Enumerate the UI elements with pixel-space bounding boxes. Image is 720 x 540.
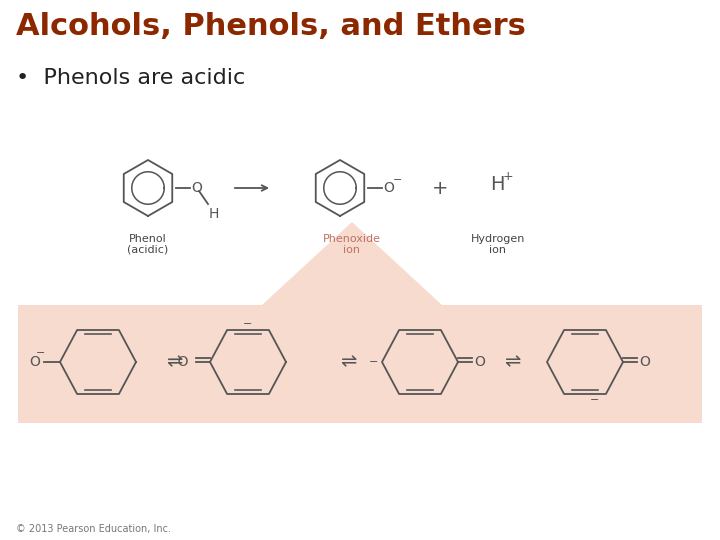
Text: ion: ion (343, 245, 361, 255)
Text: +: + (432, 179, 449, 198)
Text: Alcohols, Phenols, and Ethers: Alcohols, Phenols, and Ethers (16, 12, 526, 41)
Text: (acidic): (acidic) (127, 245, 168, 255)
Text: −: − (393, 175, 402, 185)
Text: © 2013 Pearson Education, Inc.: © 2013 Pearson Education, Inc. (16, 524, 171, 534)
Text: •  Phenols are acidic: • Phenols are acidic (16, 68, 246, 88)
Text: ⇌: ⇌ (166, 353, 182, 372)
Polygon shape (262, 222, 442, 305)
Text: O: O (383, 181, 394, 195)
Text: Phenol: Phenol (129, 234, 167, 244)
Text: O: O (191, 181, 202, 195)
Text: ⇌: ⇌ (340, 353, 356, 372)
Text: ⇌: ⇌ (504, 353, 520, 372)
Text: O: O (639, 355, 650, 369)
Text: H: H (209, 207, 220, 221)
Text: Phenoxide: Phenoxide (323, 234, 381, 244)
Text: +: + (503, 170, 513, 183)
Text: O: O (30, 355, 40, 369)
Text: =O: =O (166, 355, 189, 369)
Text: O: O (474, 355, 485, 369)
Text: −: − (590, 395, 600, 405)
Text: −: − (243, 319, 253, 329)
Text: Hydrogen: Hydrogen (471, 234, 525, 244)
Text: −: − (36, 348, 45, 358)
Text: ion: ion (490, 245, 506, 255)
Bar (18, 305, 702, 423)
Text: −: − (369, 357, 379, 367)
Text: H: H (490, 174, 505, 193)
